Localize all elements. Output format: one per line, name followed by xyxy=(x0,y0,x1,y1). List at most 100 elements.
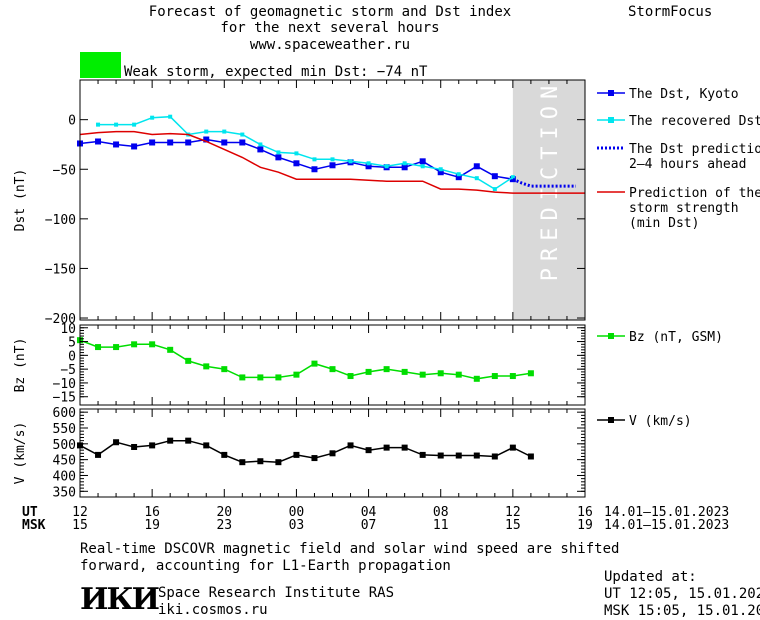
y-tick-label: 350 xyxy=(53,485,76,500)
series-point-0-1 xyxy=(330,157,335,162)
y-tick-label: −10 xyxy=(53,377,76,392)
series-point-0-1 xyxy=(294,151,299,156)
legend-dst-prediction-label: 2–4 hours ahead xyxy=(629,157,746,172)
series-point-1-0 xyxy=(329,366,336,373)
chart-subtitle: for the next several hours xyxy=(220,20,440,36)
series-point-2-0 xyxy=(131,443,138,450)
y-tick-label: −5 xyxy=(60,363,76,378)
series-point-0-0 xyxy=(275,154,282,161)
series-point-1-0 xyxy=(401,368,408,375)
legend-min-dst-label: (min Dst) xyxy=(629,216,699,231)
y-tick-label: 5 xyxy=(68,336,76,351)
series-line-0-3 xyxy=(79,130,585,194)
series-point-1-0 xyxy=(311,360,318,367)
series-point-2-0 xyxy=(113,439,120,446)
series-point-1-0 xyxy=(419,371,426,378)
series-point-2-0 xyxy=(329,450,336,457)
series-point-1-0 xyxy=(131,341,138,348)
dst-y-axis-label: Dst (nT) xyxy=(13,169,28,232)
institute-site[interactable]: iki.cosmos.ru xyxy=(158,602,268,618)
y-tick-label: 450 xyxy=(53,454,76,469)
series-point-1-0 xyxy=(473,375,480,382)
legend-recovered-dst-marker xyxy=(608,117,614,123)
series-point-2-0 xyxy=(203,442,210,449)
series-point-0-1 xyxy=(240,132,245,137)
series-point-2-0 xyxy=(455,452,462,459)
msk-tick-label: 19 xyxy=(577,518,593,533)
ut-tick-label: 16 xyxy=(144,505,160,520)
series-point-2-0 xyxy=(509,444,516,451)
msk-tick-label: 19 xyxy=(144,518,160,533)
storm-level-swatch xyxy=(80,52,121,78)
series-point-2-0 xyxy=(293,451,300,458)
series-point-0-0 xyxy=(311,166,318,173)
series-point-2-0 xyxy=(365,447,372,454)
storm-forecast-text: Weak storm, expected min Dst: −74 nT xyxy=(124,64,428,80)
series-point-2-0 xyxy=(185,437,192,444)
series-point-1-0 xyxy=(203,363,210,370)
series-point-0-0 xyxy=(329,162,336,169)
series-point-1-0 xyxy=(113,344,120,351)
series-point-0-0 xyxy=(257,146,264,153)
series-point-2-0 xyxy=(239,459,246,466)
series-line-2-0 xyxy=(79,439,532,463)
series-point-0-1 xyxy=(312,157,317,162)
y-tick-label: −150 xyxy=(45,262,76,277)
series-point-2-0 xyxy=(311,455,318,462)
ut-tick-label: 04 xyxy=(361,505,377,520)
series-point-0-0 xyxy=(473,163,480,170)
series-point-0-0 xyxy=(401,164,408,171)
y-tick-label: 550 xyxy=(53,422,76,437)
series-point-0-1 xyxy=(510,175,515,180)
series-point-0-1 xyxy=(438,167,443,172)
series-point-0-1 xyxy=(402,161,407,166)
msk-tick-label: 07 xyxy=(361,518,377,533)
y-tick-label: 500 xyxy=(53,438,76,453)
series-point-0-0 xyxy=(221,139,228,146)
series-point-1-0 xyxy=(293,371,300,378)
series-point-0-1 xyxy=(384,164,389,169)
panel-frame-0 xyxy=(79,79,586,321)
series-point-0-1 xyxy=(150,115,155,120)
series-point-1-0 xyxy=(437,370,444,377)
msk-tick-label: 11 xyxy=(433,518,449,533)
series-point-0-0 xyxy=(455,174,462,181)
chart-title: Forecast of geomagnetic storm and Dst in… xyxy=(148,4,512,20)
footer-note-line1: Real-time DSCOVR magnetic field and sola… xyxy=(80,541,620,557)
series-point-0-0 xyxy=(149,139,156,146)
series-point-1-0 xyxy=(149,341,156,348)
v-y-axis-label: V (km/s) xyxy=(13,422,28,485)
series-point-0-0 xyxy=(95,138,102,145)
msk-axis-label: MSK xyxy=(22,518,46,533)
series-point-1-0 xyxy=(509,373,516,380)
legend-dst-kyoto-marker xyxy=(608,90,614,96)
y-tick-label: 600 xyxy=(53,406,76,421)
series-point-2-0 xyxy=(221,451,228,458)
ut-date-range: 14.01–15.01.2023 xyxy=(604,505,729,520)
series-point-1-0 xyxy=(527,370,534,377)
series-point-0-1 xyxy=(366,161,371,166)
y-tick-label: 10 xyxy=(60,322,76,337)
series-point-1-0 xyxy=(347,373,354,380)
series-point-0-1 xyxy=(420,164,425,169)
series-point-1-0 xyxy=(185,357,192,364)
ut-tick-label: 16 xyxy=(577,505,593,520)
msk-tick-label: 03 xyxy=(289,518,305,533)
msk-tick-label: 15 xyxy=(505,518,521,533)
series-point-2-0 xyxy=(437,452,444,459)
series-point-0-0 xyxy=(365,163,372,170)
series-point-1-0 xyxy=(365,368,372,375)
series-point-0-0 xyxy=(131,143,138,150)
y-tick-label: −100 xyxy=(45,213,76,228)
updated-ut: UT 12:05, 15.01.2023 xyxy=(604,586,760,602)
legend-dst-kyoto-label: The Dst, Kyoto xyxy=(629,87,739,102)
series-point-0-0 xyxy=(239,139,246,146)
series-point-1-0 xyxy=(455,371,462,378)
series-point-2-0 xyxy=(527,453,534,460)
legend-v-marker xyxy=(608,417,614,423)
series-line-0-2 xyxy=(512,177,576,188)
ut-tick-label: 12 xyxy=(72,505,88,520)
series-point-0-1 xyxy=(96,122,101,127)
series-point-1-0 xyxy=(167,346,174,353)
series-point-2-0 xyxy=(167,437,174,444)
